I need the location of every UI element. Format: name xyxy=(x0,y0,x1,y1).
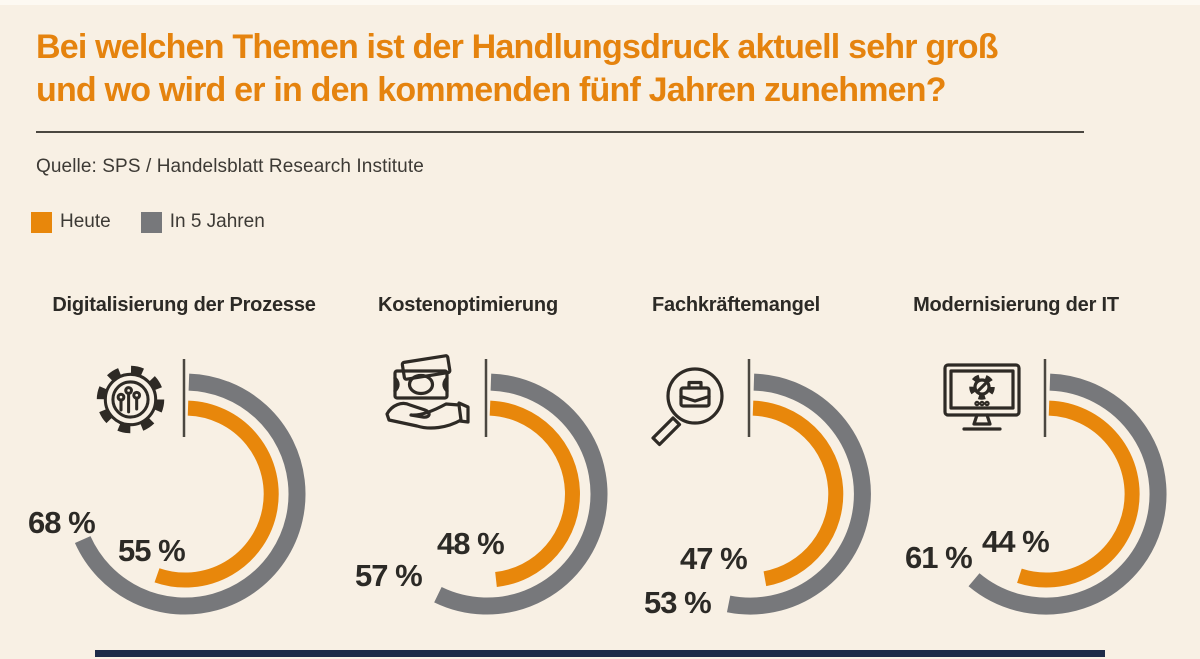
category-title-modernisierung-it: Modernisierung der IT xyxy=(913,294,1119,316)
category-title-kostenoptimierung: Kostenoptimierung xyxy=(378,294,558,316)
category-title-digitalisierung: Digitalisierung der Prozesse xyxy=(52,294,316,316)
value-heute-modernisierung-it: 44 % xyxy=(982,524,1050,559)
value-in5jahren-kostenoptimierung: 57 % xyxy=(355,558,423,593)
cost-hand-money-icon xyxy=(375,347,485,447)
title-divider xyxy=(36,131,1084,133)
talent-search-magnifier-icon xyxy=(638,360,738,460)
category-title-fachkraeftemangel: Fachkräftemangel xyxy=(652,294,820,316)
it-monitor-gear-icon xyxy=(931,355,1036,450)
value-in5jahren-digitalisierung: 68 % xyxy=(28,505,96,540)
legend-item-in5jahren: In 5 Jahren xyxy=(140,211,265,233)
top-edge-highlight xyxy=(0,0,1200,5)
in5jahren-color-swatch xyxy=(140,211,162,233)
value-heute-digitalisierung: 55 % xyxy=(118,533,186,568)
heute-color-swatch xyxy=(31,211,52,233)
page-title: Bei welchen Themen ist der Handlungsdruc… xyxy=(36,26,1111,112)
legend: Heute In 5 Jahren xyxy=(31,211,265,233)
legend-label-heute: Heute xyxy=(60,211,111,232)
page-title-line2: und wo wird er in den kommenden fünf Jah… xyxy=(36,71,946,109)
value-in5jahren-fachkraeftemangel: 53 % xyxy=(644,585,712,620)
digital-process-gear-icon xyxy=(83,352,178,447)
value-heute-fachkraeftemangel: 47 % xyxy=(680,541,748,576)
value-in5jahren-modernisierung-it: 61 % xyxy=(905,540,973,575)
source-note: Quelle: SPS / Handelsblatt Research Inst… xyxy=(36,156,424,177)
footer-bar xyxy=(95,650,1105,657)
value-heute-kostenoptimierung: 48 % xyxy=(437,526,505,561)
page-title-line1: Bei welchen Themen ist der Handlungsdruc… xyxy=(36,28,999,66)
legend-label-in5jahren: In 5 Jahren xyxy=(169,211,265,232)
legend-item-heute: Heute xyxy=(31,211,111,233)
